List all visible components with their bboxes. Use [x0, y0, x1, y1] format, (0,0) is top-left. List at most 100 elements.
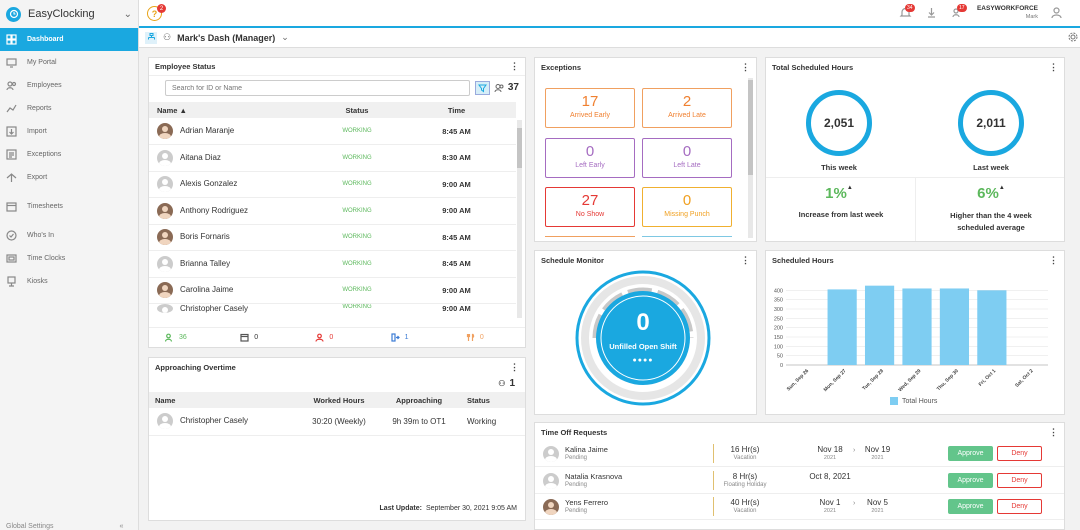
sidebar-item-import[interactable]: Import — [0, 120, 138, 143]
absent-count[interactable]: 0 — [299, 333, 374, 342]
sidebar-item-kiosks[interactable]: Kiosks — [0, 270, 138, 293]
exceptions-card: Exceptions ⋮ 17 Arrived Early 2 Arrived Lat… — [534, 57, 757, 242]
table-row[interactable]: Christopher Casely 30:20 (Weekly) 9h 39m… — [149, 408, 525, 435]
chevron-down-icon[interactable]: ⌄ — [123, 8, 132, 20]
increase-percent: 1%▲ — [825, 185, 853, 202]
kebab-menu-icon[interactable]: ⋮ — [1049, 254, 1058, 265]
hierarchy-icon[interactable] — [145, 31, 157, 44]
transfer-count[interactable]: 1 — [375, 333, 450, 342]
table-row[interactable]: Adrian Maranje WORKING 8:45 AM — [149, 118, 516, 145]
deny-button[interactable]: Deny — [997, 446, 1042, 461]
approve-button[interactable]: Approve — [948, 499, 993, 514]
y-tick-label: 50 — [777, 354, 783, 360]
kebab-menu-icon[interactable]: ⋮ — [1049, 426, 1058, 437]
sidebar-item-exceptions[interactable]: Exceptions — [0, 143, 138, 166]
sidebar-item-dashboard[interactable]: Dashboard — [0, 28, 138, 51]
table-row[interactable]: Brianna Talley WORKING 8:45 AM — [149, 251, 516, 277]
scrollbar[interactable] — [748, 78, 753, 238]
overtime-table: Name Worked Hours Approaching Status Chr… — [149, 392, 525, 436]
gear-icon[interactable] — [1068, 32, 1078, 42]
table-row[interactable]: Carolina Jaime WORKING 9:00 AM — [149, 277, 516, 304]
deny-button[interactable]: Deny — [997, 499, 1042, 514]
approve-button[interactable]: Approve — [948, 446, 993, 461]
employee-time: 9:00 AM — [442, 304, 471, 313]
time-off-row[interactable]: Natalia Krasnova Pending 8 Hr(s) Floatin… — [535, 468, 1064, 494]
employee-time: 9:00 AM — [442, 285, 471, 295]
column-header-status[interactable]: Status — [467, 395, 490, 405]
bar — [977, 290, 1007, 365]
column-header-status[interactable]: Status — [345, 105, 369, 115]
exception-tile-arrived-late[interactable]: 2 Arrived Late — [642, 88, 732, 128]
table-row[interactable]: Alexis Gonzalez WORKING 9:00 AM — [149, 171, 516, 198]
punch-icon[interactable] — [925, 6, 939, 20]
notifications-icon[interactable]: 34 — [899, 4, 915, 20]
sidebar-item-label: Import — [27, 128, 47, 135]
average-label: Higher than the 4 week scheduled average — [950, 211, 1032, 232]
sidebar-item-my-portal[interactable]: My Portal — [0, 51, 138, 74]
request-from-year: 2021 — [823, 455, 837, 461]
sidebar-item-time-clocks[interactable]: Time Clocks — [0, 247, 138, 270]
dashboard-title[interactable]: Mark's Dash (Manager) — [177, 32, 276, 43]
kebab-menu-icon[interactable]: ⋮ — [510, 361, 519, 372]
app-logo-icon — [6, 6, 21, 22]
user-avatar-icon[interactable] — [1050, 6, 1072, 20]
people-icon[interactable]: 17 — [951, 4, 967, 20]
triangle-up-icon: ▲ — [998, 185, 1005, 191]
column-header-name[interactable]: Name — [155, 395, 176, 405]
sidebar-item-timesheets[interactable]: Timesheets — [0, 195, 138, 218]
sidebar-item-reports[interactable]: Reports — [0, 97, 138, 120]
kebab-menu-icon[interactable]: ⋮ — [510, 61, 519, 71]
request-hours: 8 Hr(s) — [732, 471, 758, 481]
sidebar-item-export[interactable]: Export — [0, 166, 138, 189]
kebab-menu-icon[interactable]: ⋮ — [741, 61, 750, 72]
kebab-menu-icon[interactable]: ⋮ — [741, 254, 750, 265]
exception-tile-no-show[interactable]: 27 No Show — [545, 187, 635, 227]
chart-legend[interactable]: Total Hours — [890, 397, 937, 405]
last-week-label: Last week — [973, 163, 1009, 172]
sidebar-item-employees[interactable]: Employees — [0, 74, 138, 97]
sidebar-item-label: Timesheets — [27, 203, 63, 210]
exception-tile-arrived-early[interactable]: 17 Arrived Early — [545, 88, 635, 128]
column-header-worked[interactable]: Worked Hours — [313, 395, 365, 405]
meal-count[interactable]: 0 — [450, 333, 525, 342]
column-header-name[interactable]: Name ▲ — [157, 105, 187, 115]
approve-button[interactable]: Approve — [948, 472, 993, 488]
table-row[interactable]: Aitana Diaz WORKING 8:30 AM — [149, 145, 516, 171]
carousel-dots[interactable]: ●●●● — [632, 357, 654, 364]
request-to-year: 2021 — [871, 455, 884, 461]
kebab-menu-icon[interactable]: ⋮ — [1049, 61, 1058, 72]
employee-status: WORKING — [342, 260, 372, 267]
time-off-row[interactable]: Kalina Jaime Pending 16 Hr(s) Vacation N… — [535, 441, 1064, 467]
request-from-year: 2021 — [823, 508, 837, 514]
request-status: Pending — [565, 455, 588, 461]
collapse-icon[interactable]: « — [119, 523, 124, 530]
exception-tile-left-early[interactable]: 0 Left Early — [545, 138, 635, 178]
scrollbar[interactable] — [517, 120, 522, 318]
column-header-time[interactable]: Time — [447, 105, 466, 115]
exception-tile-missing-punch[interactable]: 0 Missing Punch — [642, 187, 732, 227]
help-icon[interactable]: ? — [147, 6, 162, 21]
sidebar-item-whos-in[interactable]: Who's In — [0, 224, 138, 247]
chevron-down-icon[interactable]: ⌄ — [281, 32, 289, 42]
table-row[interactable]: Christopher Casely WORKING 9:00 AM — [149, 304, 516, 313]
triangle-up-icon: ▲ — [846, 185, 853, 191]
filter-button[interactable] — [475, 81, 490, 95]
card-title: Total Scheduled Hours — [772, 62, 854, 72]
working-count[interactable]: 36 — [149, 333, 224, 342]
employee-time: 8:30 AM — [442, 153, 471, 163]
avatar — [157, 176, 173, 193]
sidebar-footer[interactable]: Global Settings « — [6, 523, 123, 530]
brand[interactable]: EasyClocking ⌄ — [0, 0, 138, 28]
break-count[interactable]: 0 — [224, 333, 299, 342]
search-input[interactable] — [165, 80, 470, 96]
card-title: Approaching Overtime — [155, 362, 236, 372]
table-row[interactable]: Boris Fornaris WORKING 8:45 AM — [149, 224, 516, 251]
time-off-row[interactable]: Yens Ferrero Pending 40 Hr(s) Vacation N… — [535, 494, 1064, 520]
deny-button[interactable]: Deny — [997, 472, 1042, 488]
sidebar: EasyClocking ⌄ Dashboard My Portal Emplo… — [0, 0, 139, 530]
company-info[interactable]: EASYWORKFORCE Mark — [977, 5, 1038, 21]
table-row[interactable]: Anthony Rodriguez WORKING 9:00 AM — [149, 198, 516, 224]
column-header-approaching[interactable]: Approaching — [395, 395, 443, 405]
y-tick-label: 200 — [774, 326, 783, 332]
exception-tile-left-late[interactable]: 0 Left Late — [642, 138, 732, 178]
